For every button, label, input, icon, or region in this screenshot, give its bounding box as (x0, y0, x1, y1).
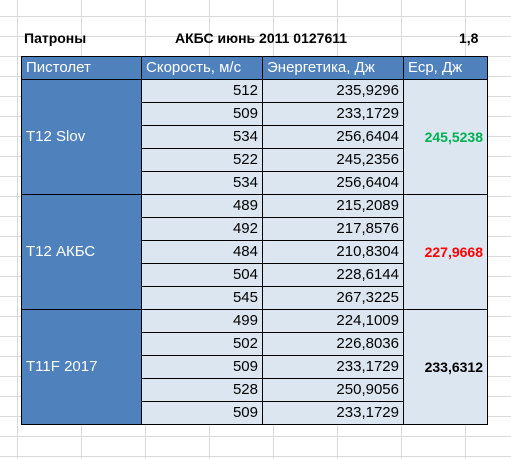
energy-cell[interactable]: 233,1729 (262, 355, 404, 379)
avg-energy-cell[interactable]: 233,6312 (403, 309, 488, 425)
energy-cell[interactable]: 210,8304 (262, 240, 404, 264)
energy-cell[interactable]: 217,8576 (262, 217, 404, 241)
column-header-energy[interactable]: Энергетика, Дж (262, 56, 404, 80)
speed-cell[interactable]: 528 (141, 378, 263, 402)
title-label: Патроны (24, 30, 87, 46)
energy-cell[interactable]: 256,6404 (262, 125, 404, 149)
table-row: 534 256,6404 (22, 171, 488, 195)
table-row: 528 250,9056 (22, 378, 488, 402)
table-row: T11F 2017 499 224,1009 233,6312 (21, 309, 488, 425)
speed-cell[interactable]: 509 (141, 102, 263, 126)
header-row: Пистолет Скорость, м/с Энергетика, Дж Ес… (21, 56, 488, 80)
avg-energy-cell[interactable]: 245,5238 (403, 79, 488, 195)
table-row: 492 217,8576 (22, 217, 488, 241)
speed-cell[interactable]: 502 (141, 332, 263, 356)
avg-energy-cell[interactable]: 227,9668 (403, 194, 488, 310)
title-value: 1,8 (459, 30, 479, 46)
energy-cell[interactable]: 215,2089 (262, 194, 404, 218)
energy-cell[interactable]: 226,8036 (262, 332, 404, 356)
table-row: 509 233,1729 (22, 102, 488, 126)
speed-cell[interactable]: 509 (141, 401, 263, 425)
speed-cell[interactable]: 509 (141, 355, 263, 379)
energy-cell[interactable]: 224,1009 (262, 309, 404, 333)
energy-cell[interactable]: 228,6144 (262, 263, 404, 287)
speed-cell[interactable]: 522 (141, 148, 263, 172)
pistol-cell[interactable]: T12 АКБС (21, 194, 142, 310)
speed-cell[interactable]: 499 (141, 309, 263, 333)
column-header-pistol[interactable]: Пистолет (21, 56, 142, 80)
energy-cell[interactable]: 250,9056 (262, 378, 404, 402)
column-header-avg-energy[interactable]: Еср, Дж (403, 56, 488, 80)
speed-cell[interactable]: 489 (141, 194, 263, 218)
table-row: 509 233,1729 (22, 355, 488, 379)
speed-cell[interactable]: 504 (141, 263, 263, 287)
speed-cell[interactable]: 512 (141, 79, 263, 103)
table-row: 509 233,1729 (22, 401, 488, 425)
table-row: 484 210,8304 (22, 240, 488, 264)
pistol-cell[interactable]: T12 Slov (21, 79, 142, 195)
table-row: 502 226,8036 (22, 332, 488, 356)
ammo-title: АКБС июнь 2011 0127611 (175, 30, 348, 46)
energy-cell[interactable]: 233,1729 (262, 102, 404, 126)
speed-cell[interactable]: 484 (141, 240, 263, 264)
energy-cell[interactable]: 267,3225 (262, 286, 404, 310)
speed-cell[interactable]: 534 (141, 171, 263, 195)
data-table: Пистолет Скорость, м/с Энергетика, Дж Ес… (21, 56, 488, 425)
table-row: T12 АКБС 489 215,2089 227,9668 (21, 194, 488, 310)
energy-cell[interactable]: 233,1729 (262, 401, 404, 425)
speed-cell[interactable]: 534 (141, 125, 263, 149)
table-row: T12 Slov 512 235,9296 245,5238 (21, 79, 488, 195)
pistol-cell[interactable]: T11F 2017 (21, 309, 142, 425)
energy-cell[interactable]: 235,9296 (262, 79, 404, 103)
speed-cell[interactable]: 545 (141, 286, 263, 310)
table-row: 504 228,6144 (22, 263, 488, 287)
speed-cell[interactable]: 492 (141, 217, 263, 241)
energy-cell[interactable]: 245,2356 (262, 148, 404, 172)
column-header-speed[interactable]: Скорость, м/с (141, 56, 263, 80)
energy-cell[interactable]: 256,6404 (262, 171, 404, 195)
table-row: 534 256,6404 (22, 125, 488, 149)
